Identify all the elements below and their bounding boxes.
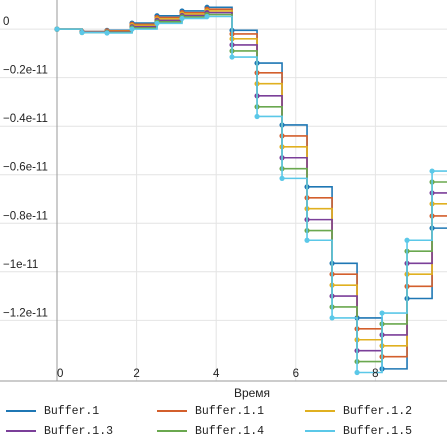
- legend-item-5[interactable]: Buffer.1.5: [305, 423, 412, 439]
- legend-item-3[interactable]: Buffer.1.3: [6, 423, 113, 439]
- y-tick-label-6: −1.2e-11: [3, 307, 48, 319]
- series-5-point-5: [179, 15, 185, 22]
- y-tick-label-2: −0.4e-11: [3, 113, 48, 125]
- legend-label-4: Buffer.1.4: [195, 424, 265, 438]
- series-0: [54, 4, 447, 372]
- legend-swatch-2: [305, 410, 335, 412]
- series-5-point-6: [204, 13, 210, 20]
- series-line-1: [57, 8, 447, 358]
- x-tick-label-2: 4: [213, 368, 220, 380]
- series-5-point-14: [404, 237, 410, 243]
- series-5-point-11: [329, 315, 335, 321]
- series-5-point-9: [279, 175, 285, 181]
- legend-label-1: Buffer.1.1: [195, 404, 265, 418]
- series-5-point-3: [129, 26, 135, 32]
- series-5-point-1: [79, 29, 85, 36]
- series-line-4: [57, 13, 447, 363]
- legend-item-0[interactable]: Buffer.1: [6, 403, 99, 419]
- x-tick-label-1: 2: [133, 368, 139, 380]
- legend-swatch-0: [6, 410, 36, 412]
- x-tick-label-4: 8: [372, 368, 378, 380]
- legend-label-3: Buffer.1.3: [44, 424, 114, 438]
- legend-swatch-3: [6, 430, 36, 432]
- series-1: [54, 6, 447, 360]
- series-5: [54, 13, 447, 376]
- y-tick-label-3: −0.6e-11: [3, 162, 48, 174]
- legend-swatch-4: [157, 430, 187, 432]
- x-tick-label-0: 0: [57, 368, 63, 380]
- legend-item-4[interactable]: Buffer.1.4: [157, 423, 264, 439]
- legend-label-2: Buffer.1.2: [343, 404, 413, 418]
- legend-swatch-1: [157, 410, 187, 412]
- tick-label-layer: 0 2 4 6 8 0 −0.2e-11 −0.4e-11 −0.6e-11 −0.8e-11 −1…: [3, 16, 379, 380]
- legend-item-2[interactable]: Buffer.1.2: [305, 403, 412, 419]
- series-5-point-7: [229, 54, 235, 60]
- y-tick-label-0: 0: [3, 16, 9, 28]
- series-5-point-8: [254, 113, 260, 120]
- legend-item-1[interactable]: Buffer.1.1: [157, 403, 264, 419]
- series-2: [54, 8, 447, 349]
- series-line-2: [57, 10, 447, 347]
- series-5-point-13: [379, 310, 385, 316]
- y-tick-label-4: −0.8e-11: [3, 210, 48, 222]
- axis-layer: [0, 0, 447, 382]
- y-tick-label-1: −0.2e-11: [3, 65, 48, 77]
- series-5-point-2: [104, 30, 110, 36]
- series-line-3: [57, 11, 447, 352]
- series-4: [54, 11, 447, 365]
- series-5-point-15: [429, 168, 435, 174]
- series-5-point-0: [54, 26, 60, 32]
- y-tick-label-5: −1e-11: [3, 259, 38, 271]
- legend-swatch-5: [305, 430, 335, 432]
- series-line-5: [57, 15, 447, 374]
- legend-label-0: Buffer.1: [44, 404, 100, 418]
- x-axis-title: Время: [234, 386, 270, 400]
- series-5-point-4: [154, 20, 160, 26]
- x-tick-label-3: 6: [293, 368, 299, 380]
- series-5-point-12: [354, 369, 360, 376]
- series-line-0: [57, 6, 447, 370]
- series-5-point-10: [304, 237, 310, 243]
- series-layer: [54, 4, 447, 376]
- series-3: [54, 10, 447, 354]
- legend-label-5: Buffer.1.5: [343, 424, 413, 438]
